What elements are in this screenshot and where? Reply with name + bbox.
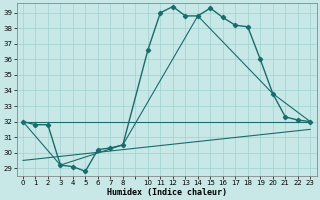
X-axis label: Humidex (Indice chaleur): Humidex (Indice chaleur) [107,188,227,197]
